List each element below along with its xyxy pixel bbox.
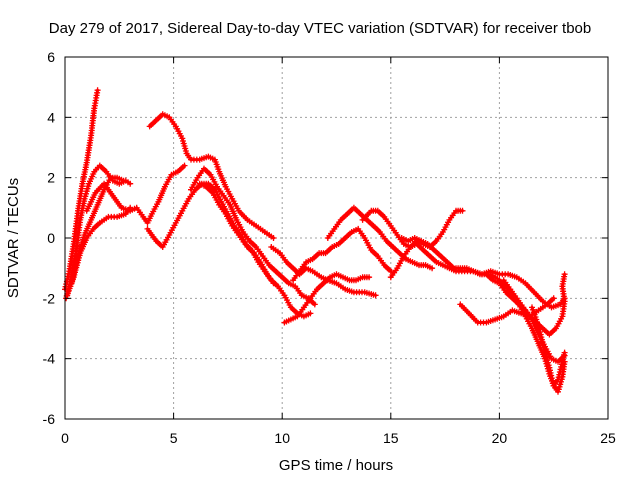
y-tick-label: 0 [47,230,55,246]
grid-layer [65,57,608,419]
x-tick-label: 0 [61,430,69,446]
series-arc-20 [529,304,568,395]
series-arc-1 [62,87,101,293]
series-arc-12 [290,225,394,284]
y-tick-label: 4 [47,109,55,125]
y-tick-label: -2 [43,290,56,306]
series-arc-14 [359,207,568,311]
series-plus-markers [144,180,277,287]
series-plus-markers [281,271,373,326]
series-plus-markers [268,244,379,299]
y-axis-title: SDTVAR / TECUs [5,178,22,298]
series-plus-markers [64,204,134,299]
y-tick-label: 6 [47,49,55,65]
x-tick-label: 5 [170,430,178,446]
series-plus-markers [500,271,568,338]
x-tick-label: 15 [383,430,399,446]
series-layer [62,87,568,395]
series-plus-markers [188,165,318,308]
series-plus-markers [196,180,314,320]
series-arc-10 [268,244,379,299]
y-tick-label: -6 [43,411,56,427]
chart-title: Day 279 of 2017, Sidereal Day-to-day VTE… [49,20,591,37]
y-tick-label: 2 [47,170,55,186]
series-plus-markers [359,207,568,311]
series-arc-7 [146,111,277,241]
series-plus-markers [146,111,277,241]
series-arc-4 [64,204,134,299]
x-axis-title: GPS time / hours [279,457,393,474]
x-tick-label: 25 [600,430,616,446]
x-tick-label: 10 [274,430,290,446]
y-tick-label: -4 [43,351,56,367]
series-arc-6 [144,180,277,287]
series-plus-markers [290,225,394,284]
x-tick-label: 20 [492,430,508,446]
series-line [198,182,312,318]
series-arc-5 [83,162,188,226]
series-line [146,182,275,285]
ticks-layer [64,56,609,420]
series-plus-markers [529,304,568,395]
series-arc-11 [281,271,373,326]
series-plus-markers [62,87,101,293]
tick-labels-layer: 0 5 10 15 20 25 -6 -4 -2 0 2 4 6 [43,49,616,446]
series-arc-9 [196,180,314,320]
series-arc-13 [324,204,436,272]
series-plus-markers [83,162,188,226]
series-arc-8 [188,165,318,308]
series-arc-19 [500,271,568,338]
